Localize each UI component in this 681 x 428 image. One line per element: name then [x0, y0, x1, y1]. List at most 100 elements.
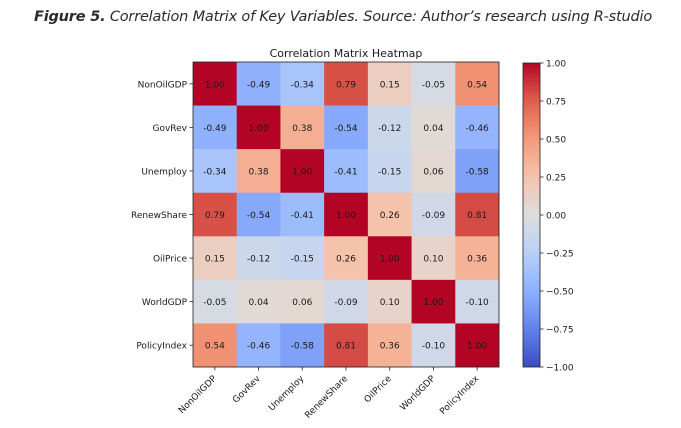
heatmap-cell	[455, 192, 500, 237]
heatmap-cell	[367, 105, 412, 150]
y-tick-label: PolicyIndex	[136, 342, 187, 352]
cell-value-label: 0.79	[205, 211, 225, 221]
heatmap-cell	[455, 62, 500, 106]
heatmap-cell	[455, 323, 500, 368]
heatmap-cell	[455, 236, 500, 281]
x-tick-label: OilPrice	[363, 374, 394, 405]
y-tick-label: RenewShare	[131, 211, 187, 221]
cell-value-label: 0.06	[292, 298, 312, 308]
cell-value-label: -0.46	[465, 124, 489, 134]
colorbar-tick-label: 1.00	[546, 60, 566, 70]
colorbar-tick-label: 0.00	[546, 212, 566, 222]
colorbar-tick-label: −0.50	[546, 288, 574, 298]
cell-value-label: -0.09	[422, 211, 446, 221]
cell-value-label: -0.46	[247, 342, 271, 352]
heatmap-cell	[411, 62, 456, 106]
heatmap-cell	[411, 323, 456, 368]
cell-value-label: -0.10	[422, 342, 446, 352]
heatmap-cell	[367, 149, 412, 194]
heatmap-cell	[324, 105, 369, 150]
cell-value-label: -0.34	[291, 80, 315, 90]
y-tick-label: Unemploy	[141, 167, 187, 177]
colorbar-tick-label: −0.75	[546, 326, 574, 336]
heatmap-cell	[324, 149, 369, 194]
y-tick-label: OilPrice	[153, 255, 188, 265]
y-tick-label: WorldGDP	[142, 298, 188, 308]
cell-value-label: 0.04	[249, 298, 269, 308]
cell-value-label: 1.00	[292, 167, 312, 177]
cell-value-label: -0.10	[465, 298, 489, 308]
x-tick-label: WorldGDP	[399, 374, 438, 413]
figure-label: Figure 5.	[34, 9, 106, 25]
heatmap-cell	[455, 279, 500, 324]
cell-value-label: 1.00	[336, 211, 356, 221]
cell-value-label: -0.41	[291, 211, 314, 221]
heatmap-cell	[324, 192, 369, 237]
cell-value-label: -0.58	[291, 342, 315, 352]
cell-value-label: 0.26	[336, 255, 356, 265]
chart-title: Correlation Matrix Heatmap	[270, 47, 423, 60]
heatmap-cell	[367, 279, 412, 324]
colorbar-gradient	[522, 62, 541, 368]
heatmap-cell	[411, 105, 456, 150]
cell-value-label: 0.36	[467, 255, 487, 265]
colorbar-tick-label: 0.25	[546, 174, 566, 184]
cell-value-label: 0.26	[380, 211, 400, 221]
cell-value-label: -0.34	[203, 167, 227, 177]
heatmap-cell	[455, 105, 500, 150]
cell-value-label: 0.81	[336, 342, 356, 352]
heatmap-cell	[236, 192, 281, 237]
cell-value-label: -0.15	[378, 167, 401, 177]
colorbar-tick-label: −1.00	[546, 364, 574, 374]
heatmap-cell	[280, 192, 325, 237]
heatmap-cell	[324, 62, 369, 106]
y-tick-label: NonOilGDP	[138, 80, 188, 90]
cell-value-label: 0.10	[380, 298, 400, 308]
colorbar: 1.00 0.75 0.50 0.25 0.00 −0.25 −0.50 −0.75 −1.00	[522, 60, 574, 374]
heatmap-cell	[236, 62, 281, 106]
cell-value-label: -0.54	[247, 211, 271, 221]
figure-caption-text: Correlation Matrix of Key Variables. Sou…	[105, 9, 652, 25]
x-tick-label: GovRev	[231, 374, 263, 406]
cell-value-label: -0.41	[334, 167, 357, 177]
heatmap-cell	[193, 323, 238, 368]
figure-caption: Figure 5. Correlation Matrix of Key Vari…	[34, 9, 652, 25]
cell-value-label: 0.81	[467, 211, 487, 221]
heatmap-cell	[280, 279, 325, 324]
cell-value-label: -0.12	[378, 124, 401, 134]
heatmap-cell	[280, 105, 325, 150]
heatmap-cell	[193, 192, 238, 237]
heatmap-cell	[193, 105, 238, 150]
x-tick-label: NonOilGDP	[177, 374, 219, 416]
cell-value-label: 0.54	[467, 80, 487, 90]
cell-value-label: 1.00	[205, 80, 225, 90]
colorbar-tick-label: 0.75	[546, 98, 566, 108]
heatmap-cell	[280, 62, 325, 106]
heatmap-cell	[193, 279, 238, 324]
heatmap-cell	[236, 236, 281, 281]
heatmap-cell	[367, 236, 412, 281]
y-tick-label: GovRev	[152, 124, 187, 134]
heatmap-cell	[411, 149, 456, 194]
cell-value-label: 0.36	[380, 342, 400, 352]
cell-value-label: 0.15	[380, 80, 400, 90]
cell-value-label: -0.15	[291, 255, 314, 265]
x-tick-label: Unemploy	[267, 374, 307, 414]
heatmap-cell	[236, 149, 281, 194]
cell-value-label: -0.49	[247, 80, 271, 90]
heatmap-cell	[236, 279, 281, 324]
cell-value-label: -0.09	[334, 298, 358, 308]
cell-value-label: 1.00	[249, 124, 269, 134]
colorbar-tick-label: −0.25	[546, 250, 574, 260]
heatmap-cell	[411, 236, 456, 281]
heatmap-cell	[411, 192, 456, 237]
heatmap-cell	[193, 62, 238, 106]
heatmap-cell	[367, 62, 412, 106]
cell-value-label: -0.05	[203, 298, 226, 308]
cell-value-label: -0.54	[334, 124, 358, 134]
cell-value-label: 0.06	[423, 167, 443, 177]
heatmap-cell	[193, 149, 238, 194]
cell-value-label: 0.79	[336, 80, 356, 90]
